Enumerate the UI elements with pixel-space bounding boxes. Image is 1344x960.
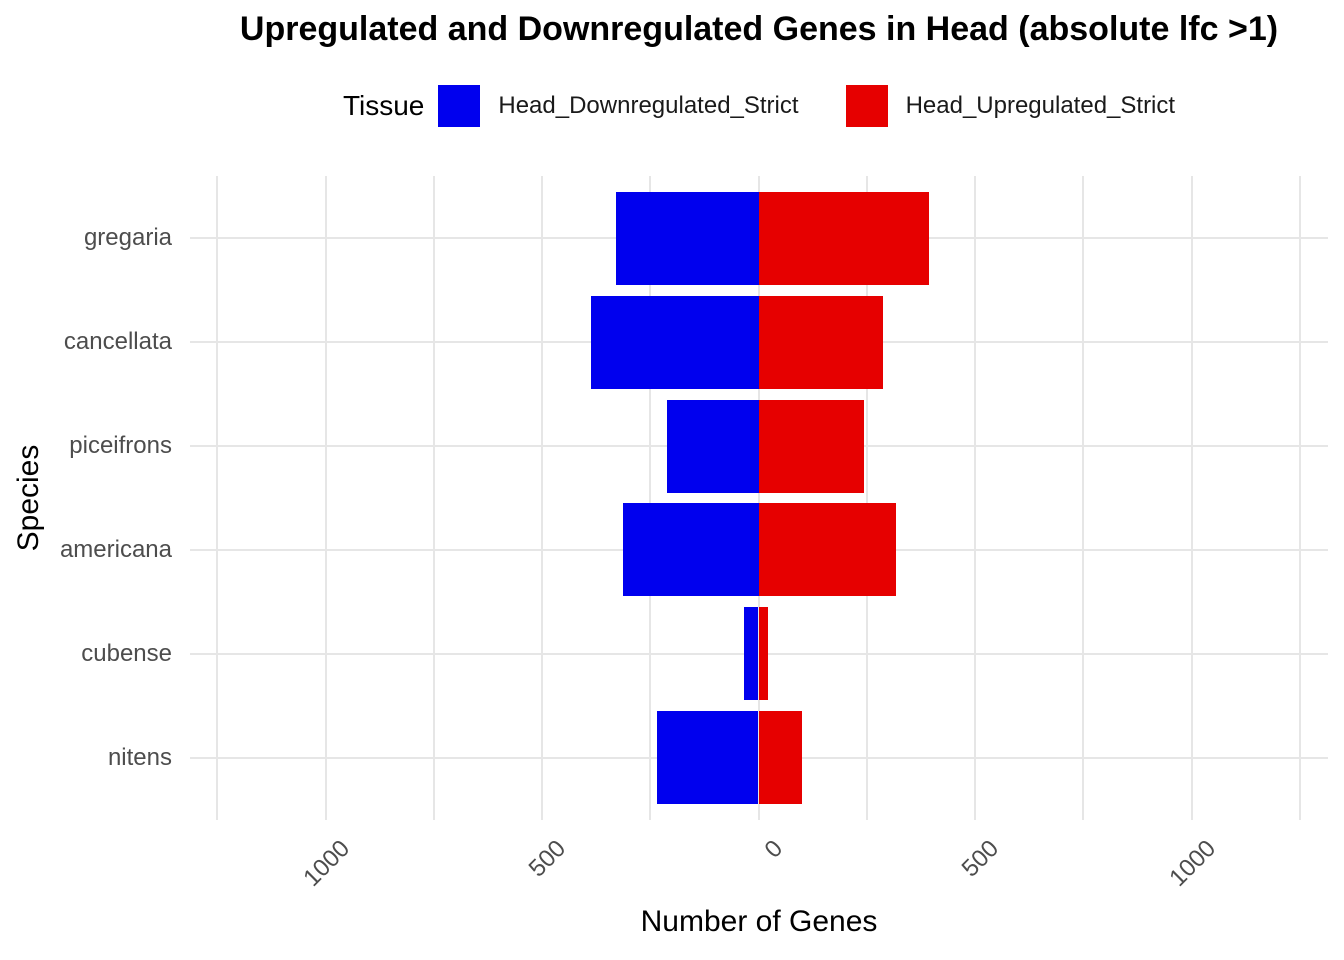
- bar-upregulated-piceifrons: [758, 399, 864, 493]
- bar-upregulated-gregaria: [758, 191, 930, 285]
- legend-item-downregulated: Head_Downregulated_Strict: [438, 85, 799, 127]
- legend-label-downregulated: Head_Downregulated_Strict: [498, 92, 799, 119]
- bar-downregulated-piceifrons: [666, 399, 759, 493]
- bar-downregulated-gregaria: [616, 191, 759, 285]
- bar-downregulated-americana: [623, 503, 759, 597]
- vertical-gridline: [1298, 176, 1301, 820]
- y-tick-label-cubense: cubense: [81, 639, 172, 667]
- plot-panel: [190, 176, 1328, 820]
- vertical-gridline: [216, 176, 219, 820]
- vertical-gridline: [757, 176, 760, 820]
- legend-title: Tissue: [342, 90, 425, 121]
- vertical-gridline: [432, 176, 435, 820]
- legend-item-upregulated: Head_Upregulated_Strict: [845, 85, 1176, 127]
- vertical-gridline: [865, 176, 868, 820]
- legend: Tissue Head_Downregulated_Strict Head_Up…: [190, 80, 1328, 132]
- bar-upregulated-cancellata: [758, 295, 883, 389]
- legend-swatch-upregulated-icon: [845, 85, 888, 127]
- vertical-gridline: [324, 176, 327, 820]
- legend-swatch-downregulated-icon: [438, 85, 481, 127]
- y-tick-label-cancellata: cancellata: [63, 328, 172, 356]
- legend-label-upregulated: Head_Upregulated_Strict: [905, 92, 1176, 119]
- y-tick-label-gregaria: gregaria: [83, 224, 172, 252]
- bar-upregulated-nitens: [758, 711, 803, 805]
- vertical-gridline: [649, 176, 652, 820]
- y-tick-label-piceifrons: piceifrons: [69, 432, 172, 460]
- bar-upregulated-americana: [758, 503, 897, 597]
- vertical-gridline: [1190, 176, 1193, 820]
- chart-title: Upregulated and Downregulated Genes in H…: [239, 10, 1279, 48]
- vertical-gridline: [1082, 176, 1085, 820]
- bar-downregulated-cancellata: [590, 295, 759, 389]
- vertical-gridline: [541, 176, 544, 820]
- y-tick-label-americana: americana: [59, 535, 172, 563]
- y-tick-label-nitens: nitens: [107, 743, 172, 771]
- bar-upregulated-cubense: [758, 607, 769, 701]
- x-axis-title: Number of Genes: [640, 905, 878, 938]
- bar-downregulated-nitens: [657, 711, 759, 805]
- bar-downregulated-cubense: [743, 607, 759, 701]
- vertical-gridline: [974, 176, 977, 820]
